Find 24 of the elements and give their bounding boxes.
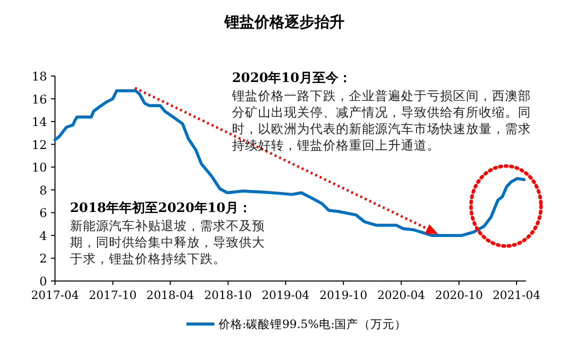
x-tick-label: 2017-10 [88, 288, 137, 302]
y-tick-label: 0 [39, 274, 47, 288]
y-tick-label: 2 [39, 252, 47, 266]
annotation: 2020年10月至今： [232, 71, 352, 86]
x-tick-label: 2020-04 [377, 288, 426, 302]
x-tick-label: 2018-04 [146, 288, 194, 302]
x-tick-label: 2018-10 [204, 288, 252, 302]
x-tick-label: 2017-04 [31, 288, 79, 302]
y-tick-label: 4 [39, 228, 48, 243]
y-tick-label: 18 [32, 70, 47, 84]
y-tick-label: 14 [32, 115, 48, 130]
x-tick-label: 2020-10 [435, 288, 483, 302]
x-tick-label: 2021-04 [492, 288, 540, 302]
legend-label: 价格:碳酸锂99.5%电:国产（万元） [217, 317, 407, 331]
y-tick-label: 8 [39, 183, 47, 198]
annotation: 2018年年初至2020年10月： [70, 200, 252, 216]
chart-title: 锂盐价格逐步抬升 [224, 13, 344, 31]
y-tick-label: 16 [32, 92, 47, 106]
y-tick-label: 6 [39, 206, 47, 220]
x-tick-label: 2019-04 [262, 288, 310, 302]
annotation: 新能源汽车补贴退坡，需求不及预期，同时供给集中释放，导致供大于求，锂盐价格持续下跌。 [70, 218, 265, 266]
y-tick-label: 12 [32, 138, 47, 152]
y-tick-label: 10 [32, 160, 47, 175]
x-tick-label: 2019-10 [320, 288, 368, 302]
